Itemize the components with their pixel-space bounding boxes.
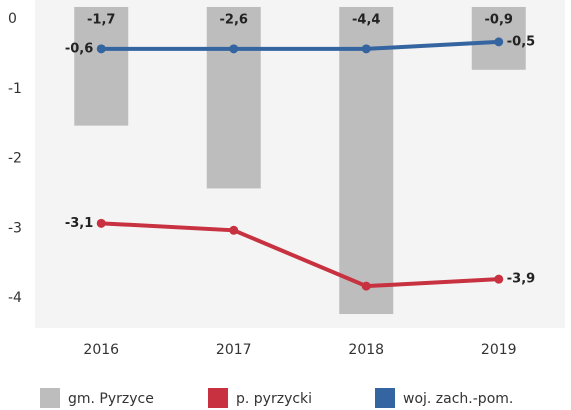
point [494, 37, 504, 47]
x-tick-label: 2017 [216, 342, 252, 358]
legend-label: gm. Pyrzyce [68, 391, 154, 407]
x-tick-label: 2016 [83, 342, 119, 358]
bar-label: -4,4 [352, 13, 380, 28]
legend-label: p. pyrzycki [236, 391, 312, 407]
bar [74, 6, 129, 126]
line-label: -3,1 [65, 216, 93, 231]
point [494, 274, 504, 284]
y-tick-label: -4 [8, 290, 22, 306]
legend-swatch [208, 388, 228, 408]
point [229, 225, 239, 235]
y-tick-label: -3 [8, 220, 22, 236]
x-tick-label: 2019 [481, 342, 517, 358]
point [361, 44, 371, 54]
line-label: -0,6 [65, 41, 93, 56]
line-label: -0,5 [507, 34, 535, 49]
line [101, 39, 499, 51]
bar [206, 6, 261, 189]
y-tick-label: -1 [8, 81, 22, 97]
legend-swatch [375, 388, 395, 408]
y-tick-label: 0 [8, 11, 17, 27]
bar [339, 6, 394, 315]
bar-label: -0,9 [485, 13, 513, 28]
point [96, 44, 106, 54]
point [96, 218, 106, 228]
point [229, 44, 239, 54]
legend-swatch [40, 388, 60, 408]
legend-label: woj. zach.-pom. [403, 391, 513, 407]
line-label: -3,9 [507, 272, 535, 287]
bar-label: -2,6 [220, 13, 248, 28]
x-tick-label: 2018 [348, 342, 384, 358]
bar-label: -1,7 [87, 13, 115, 28]
point [361, 281, 371, 291]
y-tick-label: -2 [8, 151, 22, 167]
line [101, 221, 499, 289]
